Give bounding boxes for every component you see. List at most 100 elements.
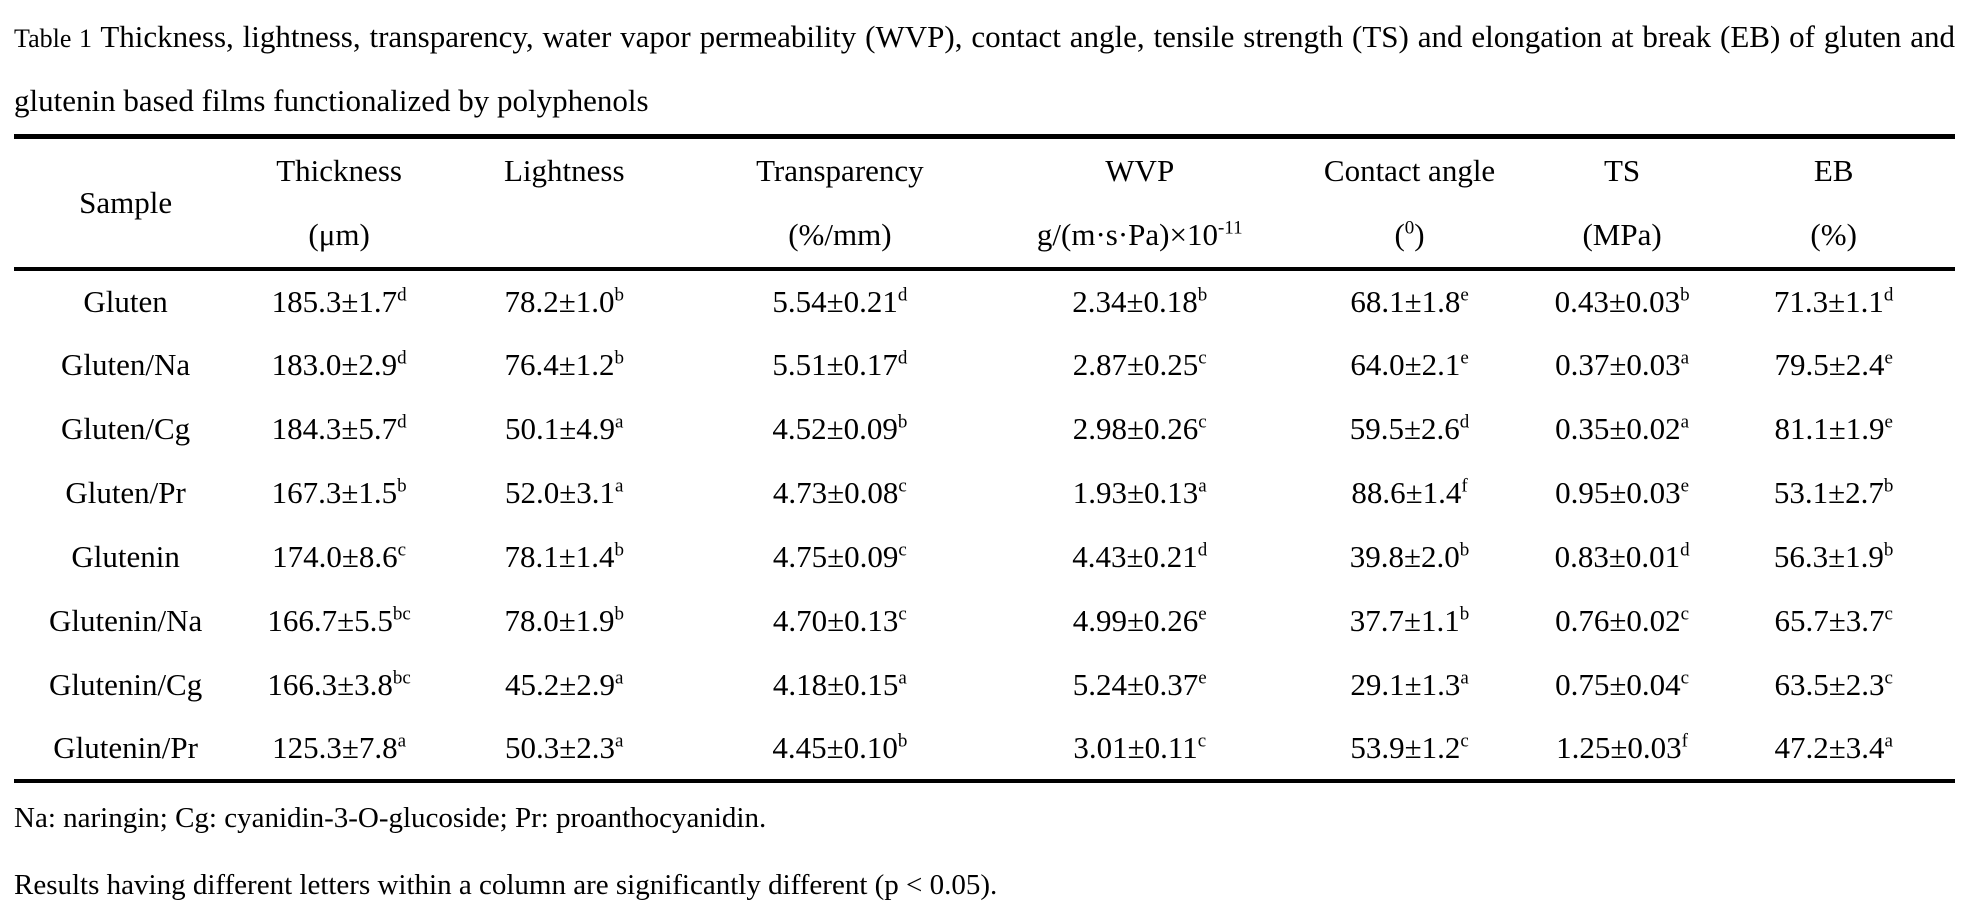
cell-thickness: 167.3±1.5b — [271, 475, 407, 510]
column-label: Lightness — [503, 153, 625, 188]
header-row: Sample Thickness (μm) Lightness Transparency… — [14, 136, 1955, 271]
column-header-transparency: Transparency (%/mm) — [687, 136, 993, 271]
column-unit: (μm) — [308, 217, 370, 252]
cell-ts: 0.83±0.01d — [1554, 539, 1690, 574]
cell-ts: 0.75±0.04c — [1555, 667, 1690, 702]
cell-ts: 1.25±0.03f — [1556, 730, 1688, 765]
cell-ts: 0.43±0.03b — [1554, 284, 1690, 319]
cell-eb: 71.3±1.1d — [1773, 284, 1894, 319]
footnote-significance: Results having different letters within … — [14, 869, 998, 901]
cell-lightness: 50.3±2.3a — [505, 730, 624, 765]
table-row: Glutenin 174.0±8.6c 78.1±1.4b 4.75±0.09c 4.4… — [14, 525, 1955, 589]
cell-transparency: 4.52±0.09b — [772, 411, 908, 446]
cell-lightness: 78.1±1.4b — [504, 539, 624, 574]
column-label: Transparency — [756, 153, 924, 188]
column-unit: (%/mm) — [788, 217, 892, 252]
cell-transparency: 5.54±0.21d — [772, 284, 908, 319]
column-header-lightness: Lightness — [441, 136, 688, 271]
caption-text: Thickness, lightness, transparency, wate… — [92, 19, 1955, 54]
table-caption: Table 1 Thickness, lightness, transparen… — [14, 6, 1955, 132]
caption-line-2: glutenin based films functionalized by p… — [14, 83, 649, 118]
cell-eb: 81.1±1.9e — [1774, 411, 1893, 446]
cell-sample: Gluten — [83, 284, 168, 319]
cell-contact_angle: 37.7±1.1b — [1349, 603, 1470, 638]
cell-sample: Glutenin/Na — [48, 603, 203, 638]
cell-transparency: 5.51±0.17d — [772, 347, 908, 382]
column-header-wvp: WVP g/(m·s·Pa)×10-11 — [992, 136, 1288, 271]
cell-thickness: 184.3±5.7d — [271, 411, 407, 446]
cell-eb: 79.5±2.4e — [1774, 347, 1893, 382]
table-header: Sample Thickness (μm) Lightness Transparency… — [14, 136, 1955, 271]
column-label: Contact angle — [1323, 153, 1496, 188]
column-unit — [441, 203, 688, 267]
table-number-label: Table 1 — [14, 24, 92, 53]
cell-thickness: 166.3±3.8bc — [267, 667, 411, 702]
cell-transparency: 4.75±0.09c — [772, 539, 907, 574]
cell-contact_angle: 68.1±1.8e — [1350, 284, 1469, 319]
table-row: Gluten/Na 183.0±2.9d 76.4±1.2b 5.51±0.17d 2.… — [14, 333, 1955, 397]
cell-thickness: 125.3±7.8a — [272, 730, 407, 765]
column-unit: (0) — [1394, 217, 1425, 252]
column-header-thickness: Thickness (μm) — [237, 136, 441, 271]
table-row: Gluten 185.3±1.7d 78.2±1.0b 5.54±0.21d 2.34±… — [14, 269, 1955, 333]
cell-ts: 0.76±0.02c — [1555, 603, 1690, 638]
cell-eb: 47.2±3.4a — [1774, 730, 1893, 765]
cell-contact_angle: 29.1±1.3a — [1350, 667, 1469, 702]
cell-contact_angle: 59.5±2.6d — [1349, 411, 1470, 446]
cell-wvp: 2.98±0.26c — [1072, 411, 1207, 446]
column-unit: (MPa) — [1582, 217, 1662, 252]
cell-sample: Gluten/Na — [61, 347, 191, 382]
cell-wvp: 2.87±0.25c — [1072, 347, 1207, 382]
cell-sample: Glutenin/Cg — [48, 667, 203, 702]
cell-wvp: 4.99±0.26e — [1072, 603, 1207, 638]
column-header-ts: TS (MPa) — [1531, 136, 1713, 271]
cell-lightness: 52.0±3.1a — [505, 475, 624, 510]
column-header-contact_angle: Contact angle (0) — [1287, 136, 1532, 271]
cell-sample: Gluten/Pr — [65, 475, 186, 510]
cell-eb: 63.5±2.3c — [1774, 667, 1893, 702]
cell-sample: Glutenin — [71, 539, 180, 574]
data-table: Sample Thickness (μm) Lightness Transparency… — [14, 134, 1955, 783]
cell-sample: Gluten/Cg — [61, 411, 191, 446]
caption-line-1: Table 1 Thickness, lightness, transparen… — [14, 6, 1955, 70]
cell-transparency: 4.45±0.10b — [772, 730, 908, 765]
table-row: Glutenin/Cg 166.3±3.8bc 45.2±2.9a 4.18±0.15… — [14, 653, 1955, 717]
cell-ts: 0.37±0.03a — [1555, 347, 1690, 382]
cell-transparency: 4.70±0.13c — [772, 603, 907, 638]
cell-contact_angle: 39.8±2.0b — [1349, 539, 1470, 574]
cell-ts: 0.95±0.03e — [1555, 475, 1690, 510]
cell-wvp: 2.34±0.18b — [1072, 284, 1208, 319]
column-label: Thickness — [276, 153, 402, 188]
table-row: Gluten/Cg 184.3±5.7d 50.1±4.9a 4.52±0.09b 2.… — [14, 397, 1955, 461]
column-unit: g/(m·s·Pa)×10-11 — [1036, 217, 1243, 252]
column-label: EB — [1813, 153, 1854, 188]
cell-lightness: 45.2±2.9a — [505, 667, 624, 702]
cell-thickness: 185.3±1.7d — [271, 284, 407, 319]
cell-eb: 65.7±3.7c — [1774, 603, 1893, 638]
cell-thickness: 174.0±8.6c — [272, 539, 407, 574]
cell-lightness: 76.4±1.2b — [504, 347, 624, 382]
footnotes: Na: naringin; Cg: cyanidin-3-O-glucoside… — [14, 801, 1955, 902]
cell-contact_angle: 53.9±1.2c — [1350, 730, 1469, 765]
column-header-eb: EB (%) — [1712, 136, 1955, 271]
column-label: WVP — [1105, 153, 1175, 188]
cell-transparency: 4.73±0.08c — [772, 475, 907, 510]
cell-lightness: 50.1±4.9a — [505, 411, 624, 446]
cell-lightness: 78.2±1.0b — [504, 284, 624, 319]
cell-thickness: 166.7±5.5bc — [267, 603, 411, 638]
cell-contact_angle: 88.6±1.4f — [1351, 475, 1468, 510]
table-row: Glutenin/Pr 125.3±7.8a 50.3±2.3a 4.45±0.10b… — [14, 717, 1955, 781]
cell-thickness: 183.0±2.9d — [271, 347, 407, 382]
cell-contact_angle: 64.0±2.1e — [1350, 347, 1469, 382]
cell-lightness: 78.0±1.9b — [504, 603, 624, 638]
column-unit: (%) — [1810, 217, 1857, 252]
cell-wvp: 1.93±0.13a — [1072, 475, 1207, 510]
column-label: TS — [1603, 153, 1641, 188]
cell-eb: 56.3±1.9b — [1773, 539, 1894, 574]
table-row: Gluten/Pr 167.3±1.5b 52.0±3.1a 4.73±0.08c 1.… — [14, 461, 1955, 525]
cell-wvp: 4.43±0.21d — [1072, 539, 1208, 574]
cell-wvp: 3.01±0.11c — [1073, 730, 1207, 765]
table-row: Glutenin/Na 166.7±5.5bc 78.0±1.9b 4.70±0.13… — [14, 589, 1955, 653]
cell-transparency: 4.18±0.15a — [772, 667, 907, 702]
